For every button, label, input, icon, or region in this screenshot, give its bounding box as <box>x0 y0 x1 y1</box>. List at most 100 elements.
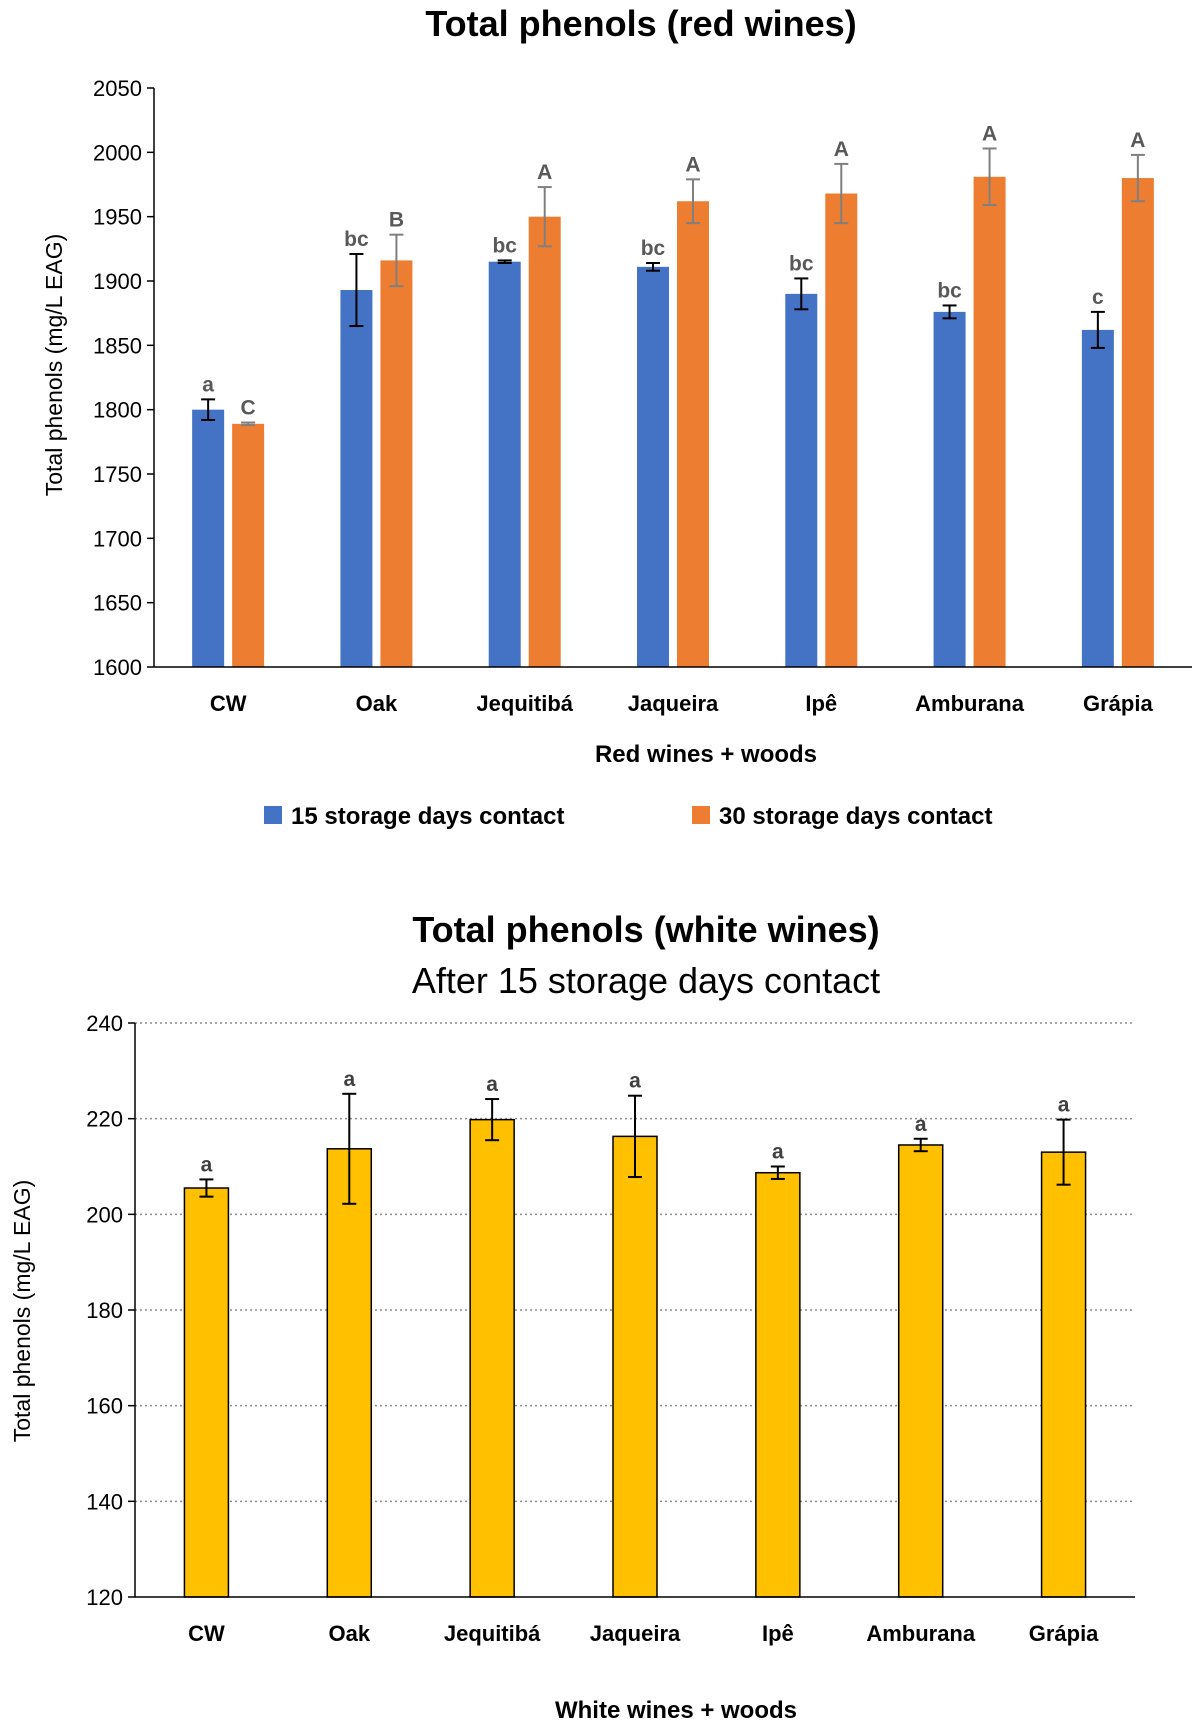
y-tick-label: 1850 <box>93 333 142 358</box>
error-bar-grapia-0 <box>1090 310 1105 349</box>
y-tick-label: 220 <box>86 1107 123 1132</box>
error-bar-amburana-0 <box>942 304 957 320</box>
error-bar-jaqueira-0 <box>646 261 660 272</box>
bar-oak-series <box>326 1148 373 1598</box>
white-category-labels: CW Oak Jequitibá Jaqueira Ipê Amburana Grápia <box>188 1621 1099 1646</box>
error-bar-grapia <box>1056 1118 1071 1186</box>
significance-label: bc <box>344 228 369 251</box>
error-bar-jaqueira <box>628 1094 642 1179</box>
bar-amburana-15-days <box>933 311 966 667</box>
y-tick-label: 1600 <box>93 655 142 680</box>
x-tick-label-grapia: Grápia <box>1029 1621 1099 1646</box>
x-tick-label-ipe: Ipê <box>762 1621 794 1646</box>
significance-label: C <box>241 397 256 420</box>
legend-swatch-30-days <box>692 806 710 824</box>
y-tick-label: 200 <box>86 1202 123 1227</box>
x-tick-label-oak: Oak <box>328 1621 370 1646</box>
significance-label: c <box>1092 286 1104 309</box>
red-x-axis-label: Red wines + woods <box>595 741 817 768</box>
y-tick-label: 240 <box>86 1011 123 1036</box>
bar-jaqueira-series <box>612 1135 658 1598</box>
error-bar-cw-0 <box>201 398 216 421</box>
bar-grapia-30-days <box>1121 178 1154 668</box>
error-bar-amburana <box>913 1137 928 1153</box>
red-category-labels: CW Oak Jequitibá Jaqueira Ipê Amburana Grápia <box>210 691 1154 716</box>
bar-amburana-series <box>897 1144 944 1598</box>
white-significance-labels: a a a a a a a <box>201 1068 1070 1177</box>
x-tick-label-jequitiba: Jequitibá <box>476 691 573 716</box>
error-bar-oak <box>342 1092 357 1205</box>
y-tick-label: 1750 <box>93 462 142 487</box>
bar-cw-30-days <box>232 423 265 667</box>
error-bar-grapia-1 <box>1130 153 1145 203</box>
x-tick-label-cw: CW <box>188 1621 225 1646</box>
bar-ipe-30-days <box>825 193 858 668</box>
significance-label: a <box>1058 1094 1070 1117</box>
error-bar-jequitiba-1 <box>537 186 552 248</box>
error-bar-oak-0 <box>349 252 364 328</box>
y-tick-label: 160 <box>86 1394 123 1419</box>
error-bar-jaqueira-1 <box>686 178 700 225</box>
significance-label: bc <box>492 234 517 257</box>
y-tick-label: 180 <box>86 1298 123 1323</box>
x-tick-label-cw: CW <box>210 691 247 716</box>
legend-label-30-days: 30 storage days contact <box>719 803 992 830</box>
error-bar-jequitiba-0 <box>497 259 512 264</box>
significance-label: bc <box>789 252 814 275</box>
bar-jaqueira-30-days <box>677 201 709 667</box>
white-chart-subtitle: After 15 storage days contact <box>412 960 880 1001</box>
significance-label: bc <box>641 237 666 260</box>
significance-label: a <box>201 1153 213 1176</box>
white-y-axis-label: Total phenols (mg/L EAG) <box>9 1180 35 1443</box>
bar-jequitiba-30-days <box>528 216 561 667</box>
significance-label: bc <box>937 279 962 302</box>
y-tick-label: 1800 <box>93 398 142 423</box>
bar-oak-30-days <box>380 260 413 667</box>
significance-label: A <box>537 161 552 184</box>
significance-label: A <box>685 153 700 176</box>
bar-cw-15-days <box>192 409 225 667</box>
legend-swatch-15-days <box>264 806 282 824</box>
bar-cw-series <box>183 1187 230 1598</box>
x-tick-label-amburana: Amburana <box>915 691 1025 716</box>
significance-label: a <box>915 1113 927 1136</box>
y-tick-label: 140 <box>86 1489 123 1514</box>
white-y-ticks: 120 140 160 180 200 220 240 <box>86 1011 135 1610</box>
red-chart-title: Total phenols (red wines) <box>425 3 856 44</box>
bar-jaqueira-15-days <box>637 266 669 667</box>
y-tick-label: 120 <box>86 1585 123 1610</box>
y-tick-label: 1650 <box>93 591 142 616</box>
significance-label: A <box>1130 129 1145 152</box>
error-bar-cw-1 <box>241 421 256 427</box>
y-tick-label: 1700 <box>93 526 142 551</box>
error-bar-amburana-1 <box>982 147 997 207</box>
white-wines-chart: Total phenols (white wines) After 15 sto… <box>9 909 1135 1724</box>
legend-label-15-days: 15 storage days contact <box>291 803 564 830</box>
significance-label: a <box>343 1068 355 1091</box>
error-bar-ipe <box>770 1165 785 1180</box>
red-error-bars <box>201 147 1145 427</box>
x-tick-label-jequitiba: Jequitibá <box>444 1621 541 1646</box>
error-bar-jequitiba <box>485 1098 500 1142</box>
significance-label: B <box>389 209 404 232</box>
significance-label: A <box>834 138 849 161</box>
significance-label: a <box>486 1073 498 1096</box>
red-legend: 15 storage days contact 30 storage days … <box>264 803 992 830</box>
error-bar-ipe-0 <box>794 277 809 311</box>
error-bar-cw <box>199 1178 214 1198</box>
x-tick-label-jaqueira: Jaqueira <box>590 1621 681 1646</box>
significance-label: a <box>629 1070 641 1093</box>
x-tick-label-grapia: Grápia <box>1083 691 1153 716</box>
bar-oak-15-days <box>340 290 373 667</box>
white-chart-title: Total phenols (white wines) <box>412 909 879 950</box>
red-y-ticks: 1600 1650 1700 1750 1800 1850 1900 1950 2000 2050 <box>93 76 154 680</box>
y-tick-label: 1900 <box>93 269 142 294</box>
y-tick-label: 1950 <box>93 205 142 230</box>
red-bars <box>192 176 1154 668</box>
bar-ipe-15-days <box>785 293 818 667</box>
bar-jequitiba-series <box>469 1118 515 1598</box>
significance-label: a <box>202 373 214 396</box>
bar-amburana-30-days <box>973 176 1006 667</box>
red-wines-chart: Total phenols (red wines) Total phenols … <box>41 3 1192 830</box>
significance-label: A <box>982 122 997 145</box>
